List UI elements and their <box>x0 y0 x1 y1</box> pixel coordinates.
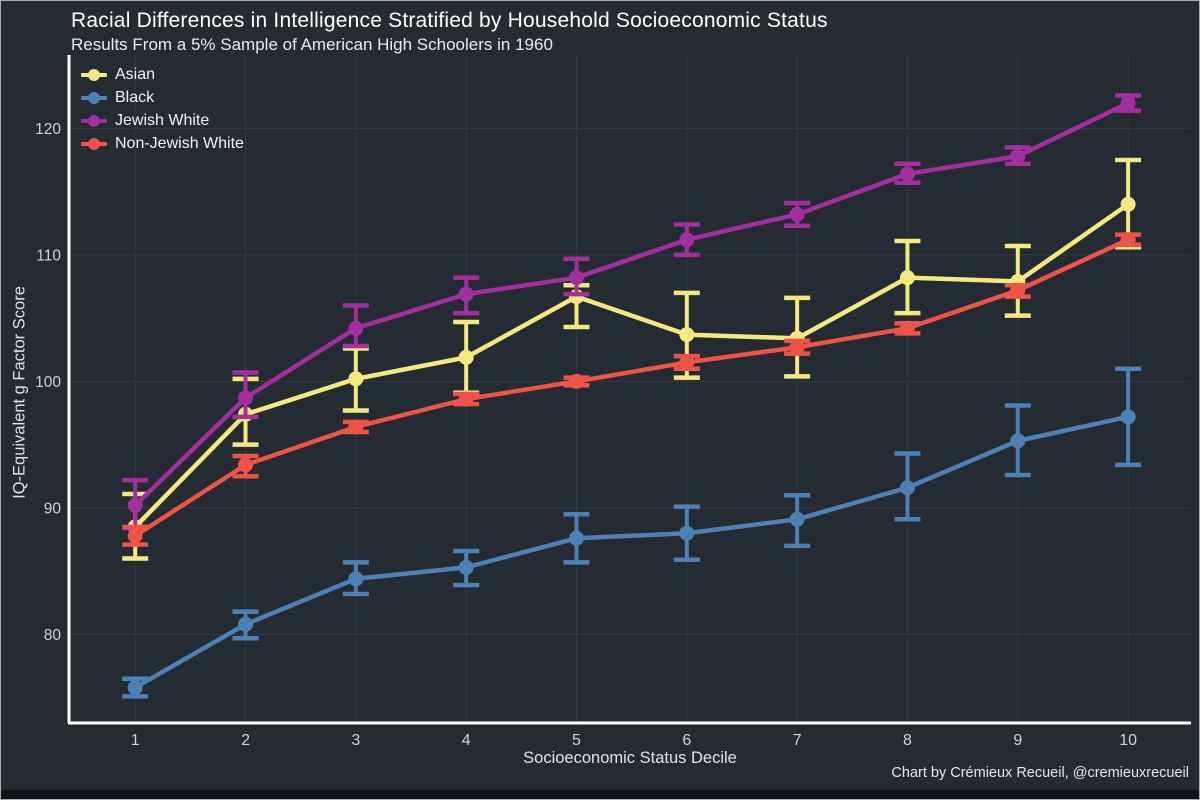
legend-label: Jewish White <box>115 111 210 129</box>
data-point-black <box>899 480 915 496</box>
bottom-strip <box>1 790 1199 799</box>
data-point-non-jewish-white <box>238 457 254 473</box>
y-tick-label: 100 <box>35 374 61 391</box>
data-point-black <box>458 559 474 575</box>
data-point-asian <box>899 270 915 286</box>
data-point-jewish-white <box>1120 95 1136 111</box>
series-line-black <box>132 414 1131 690</box>
x-tick-label: 6 <box>682 732 691 749</box>
chart-title: Racial Differences in Intelligence Strat… <box>71 9 828 32</box>
data-point-black <box>1120 409 1136 425</box>
data-point-black <box>238 616 254 632</box>
data-point-non-jewish-white <box>568 373 584 389</box>
x-tick-label: 4 <box>462 732 471 749</box>
data-point-non-jewish-white <box>1120 232 1136 248</box>
y-axis-title: IQ-Equivalent g Factor Score <box>10 286 29 499</box>
x-tick-label: 5 <box>572 732 581 749</box>
data-point-jewish-white <box>458 286 474 302</box>
x-tick-label: 8 <box>903 732 912 749</box>
data-point-black <box>789 511 805 527</box>
x-tick-label: 1 <box>131 732 140 749</box>
legend-item-jewish-white: Jewish White <box>81 109 244 132</box>
legend-label: Black <box>115 88 155 106</box>
legend-label: Asian <box>115 65 156 83</box>
data-point-black <box>679 525 695 541</box>
data-point-jewish-white <box>679 232 695 248</box>
data-point-jewish-white <box>789 206 805 222</box>
legend-marker-dot <box>88 114 100 127</box>
series-line-non-jewish-white <box>132 237 1131 539</box>
data-point-black <box>1010 433 1026 449</box>
legend-marker-dot <box>88 91 100 104</box>
legend-marker-icon <box>81 91 107 105</box>
data-point-black <box>348 571 364 587</box>
series-line-asian <box>132 202 1131 530</box>
x-tick-label: 10 <box>1119 732 1137 749</box>
data-point-asian <box>348 371 364 387</box>
y-tick-label: 110 <box>36 247 61 264</box>
data-point-jewish-white <box>238 390 254 406</box>
legend-marker-icon <box>81 137 107 151</box>
x-tick-label: 7 <box>793 732 802 749</box>
data-point-non-jewish-white <box>458 391 474 407</box>
data-point-non-jewish-white <box>899 320 915 336</box>
y-tick-label: 80 <box>44 627 62 644</box>
chart-subtitle: Results From a 5% Sample of American Hig… <box>71 35 553 54</box>
data-point-asian <box>1120 196 1136 212</box>
legend-item-non-jewish-white: Non-Jewish White <box>81 132 244 155</box>
data-point-non-jewish-white <box>789 339 805 355</box>
legend-marker-dot <box>88 137 100 150</box>
data-point-jewish-white <box>348 320 364 336</box>
legend-item-asian: Asian <box>81 63 244 86</box>
data-point-black <box>568 530 584 546</box>
data-point-non-jewish-white <box>679 354 695 370</box>
x-tick-label: 2 <box>241 732 250 749</box>
legend: Asian Black Jewish White Non-Jewish White <box>81 63 244 155</box>
legend-label: Non-Jewish White <box>115 134 244 152</box>
series-line-jewish-white <box>132 100 1131 508</box>
data-point-asian <box>679 327 695 343</box>
data-point-non-jewish-white <box>127 528 143 544</box>
data-point-jewish-white <box>1010 148 1026 164</box>
legend-marker-dot <box>88 68 100 81</box>
y-tick-label: 120 <box>35 121 61 138</box>
legend-item-black: Black <box>81 86 244 109</box>
data-point-asian <box>458 349 474 365</box>
data-point-non-jewish-white <box>1010 282 1026 298</box>
data-point-jewish-white <box>899 166 915 182</box>
data-point-jewish-white <box>568 270 584 286</box>
credit-text: Chart by Crémieux Recueil, @cremieuxrecu… <box>891 765 1189 781</box>
legend-marker-icon <box>81 68 107 82</box>
x-axis-title: Socioeconomic Status Decile <box>523 749 737 767</box>
y-tick-label: 90 <box>44 500 62 517</box>
data-point-jewish-white <box>127 497 143 513</box>
data-point-black <box>127 680 143 696</box>
data-point-non-jewish-white <box>348 419 364 435</box>
legend-marker-icon <box>81 114 107 128</box>
x-tick-label: 9 <box>1013 732 1022 749</box>
x-tick-label: 3 <box>351 732 360 749</box>
